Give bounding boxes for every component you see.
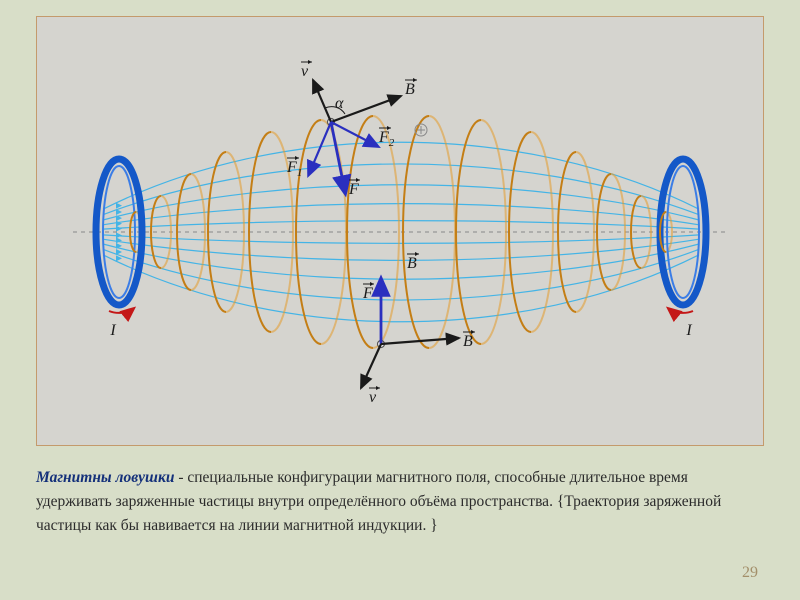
diagram-frame: IIvBαF2F1FBFvB	[36, 16, 764, 446]
magnetic-trap-diagram: IIvBαF2F1FBFvB	[37, 17, 763, 445]
svg-text:F: F	[348, 181, 359, 198]
svg-text:I: I	[685, 322, 692, 339]
svg-text:v: v	[301, 63, 309, 80]
svg-text:B: B	[407, 255, 417, 272]
caption-term: Магнитны ловушки	[36, 469, 174, 486]
page-root: IIvBαF2F1FBFvB Магнитны ловушки - специа…	[0, 0, 800, 600]
svg-text:B: B	[463, 333, 473, 350]
svg-text:B: B	[405, 81, 415, 98]
svg-text:F: F	[362, 285, 373, 302]
caption-text: Магнитны ловушки - специальные конфигура…	[36, 466, 764, 538]
svg-text:α: α	[335, 95, 344, 112]
svg-text:v: v	[369, 389, 377, 406]
svg-text:F2: F2	[378, 129, 395, 149]
svg-text:I: I	[109, 322, 116, 339]
page-number: 29	[742, 564, 758, 582]
